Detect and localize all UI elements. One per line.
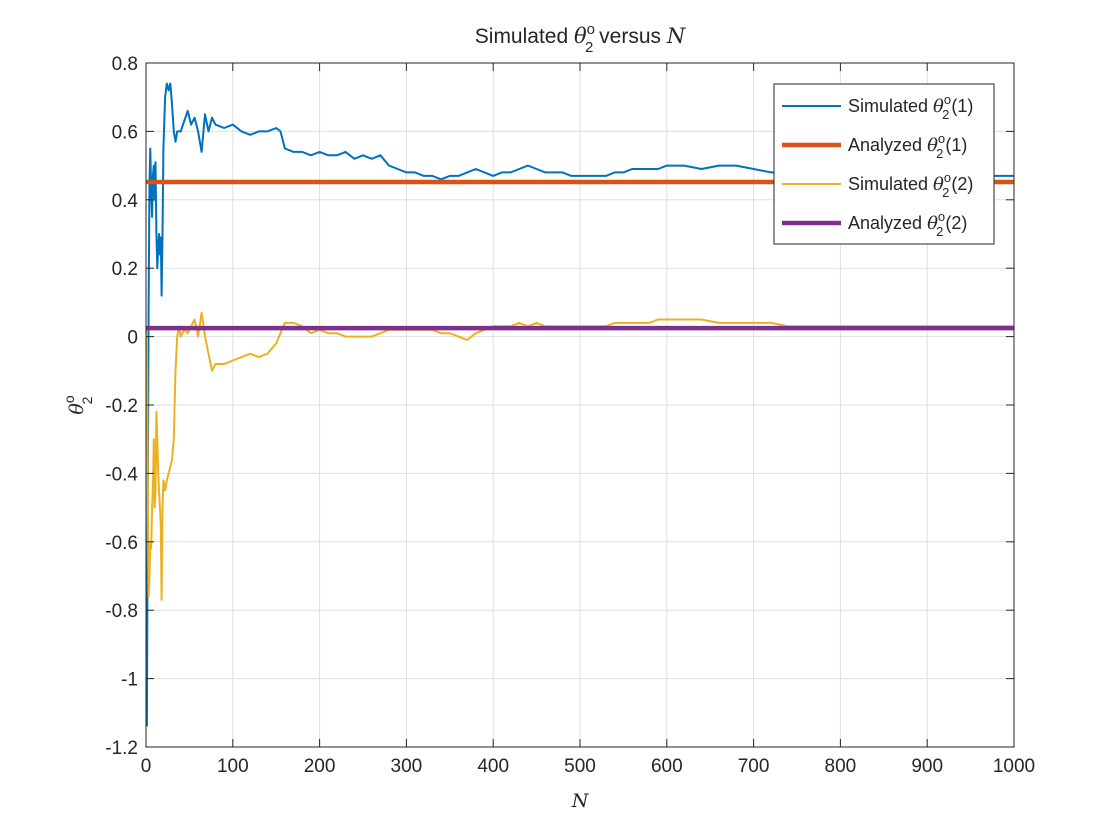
x-tick-label: 1000: [993, 756, 1035, 777]
legend: Simulated θo 2 (1) Analyzed θo 2 (1) Simulat…: [773, 83, 995, 245]
legend-2-theta: θ: [927, 135, 938, 156]
title-prefix: Simulated: [475, 25, 574, 48]
x-tick-label: 200: [304, 756, 336, 777]
x-tick-label: 900: [911, 756, 943, 777]
series-lines: [145, 82, 1014, 727]
legend-1-suffix: (1): [951, 96, 973, 116]
ylabel-theta-symbol: θ: [66, 403, 88, 415]
legend-1-sup: o: [944, 92, 951, 107]
title-middle: versus: [593, 25, 667, 48]
y-tick-label: 0.8: [112, 54, 138, 75]
legend-2-sub: 2: [936, 146, 943, 161]
series-line-1: [145, 82, 1014, 727]
ylabel-theta-sup: o: [61, 395, 77, 403]
legend-3-sub: 2: [942, 185, 949, 200]
x-tick-label: 300: [391, 756, 423, 777]
legend-3-suffix: (2): [951, 174, 973, 194]
y-tick-label: 0.2: [112, 259, 138, 280]
title-var: N: [666, 24, 686, 48]
legend-3-theta: θ: [933, 174, 944, 195]
legend-entry-1: Simulated θo 2 (1): [848, 92, 973, 122]
chart-title: Simulated θo 2 versus N: [475, 21, 686, 56]
legend-3-sup: o: [944, 170, 951, 185]
legend-2-suffix: (1): [945, 135, 967, 155]
legend-1-theta: θ: [933, 96, 944, 117]
legend-4-theta: θ: [927, 213, 938, 234]
legend-samples: [782, 105, 841, 226]
y-tick-label: -0.2: [105, 396, 138, 417]
legend-4-suffix: (2): [945, 213, 967, 233]
y-tick-labels: 0.8 0.6 0.4 0.2 0 -0.2 -0.4 -0.6 -0.8 -1 -1.2: [105, 54, 138, 759]
legend-1-prefix: Simulated: [848, 96, 933, 116]
x-tick-label: 100: [217, 756, 249, 777]
legend-entry-3: Simulated θo 2 (2): [848, 170, 973, 200]
x-tick-label: 500: [564, 756, 596, 777]
title-theta-sup: o: [587, 21, 595, 38]
x-tick-label: 400: [477, 756, 509, 777]
title-theta-symbol: θ: [574, 24, 587, 48]
y-tick-label: 0.4: [112, 191, 139, 212]
x-tick-label: 800: [825, 756, 857, 777]
y-axis-label: θo 2: [61, 395, 95, 414]
legend-entry-2: Analyzed θo 2 (1): [848, 131, 967, 161]
title-theta-sub: 2: [585, 39, 593, 56]
legend-entry-4: Analyzed θo 2 (2): [848, 209, 967, 239]
x-tick-label: 700: [738, 756, 770, 777]
y-tick-label: -0.6: [105, 533, 138, 554]
y-tick-label: 0: [127, 328, 138, 349]
y-tick-label: -0.4: [105, 464, 138, 485]
legend-3-prefix: Simulated: [848, 174, 933, 194]
legend-4-sup: o: [938, 209, 945, 224]
y-tick-label: -0.8: [105, 601, 138, 622]
y-tick-label: -1.2: [105, 738, 138, 759]
x-tick-label: 600: [651, 756, 683, 777]
x-axis-label: N: [571, 790, 590, 812]
legend-1-sub: 2: [942, 107, 949, 122]
y-tick-label: 0.6: [112, 122, 138, 143]
y-tick-label: -1: [121, 670, 138, 691]
ylabel-theta-sub: 2: [79, 396, 95, 404]
legend-4-sub: 2: [936, 224, 943, 239]
x-tick-labels: 0 100 200 300 400 500 600 700 800 900 1000: [141, 756, 1035, 777]
legend-4-prefix: Analyzed: [848, 213, 927, 233]
axis-ticks: [145, 62, 1015, 748]
series-line-3: [145, 311, 1014, 601]
x-tick-label: 0: [141, 756, 152, 777]
legend-box: [773, 83, 995, 245]
legend-2-prefix: Analyzed: [848, 135, 927, 155]
legend-2-sup: o: [938, 131, 945, 146]
